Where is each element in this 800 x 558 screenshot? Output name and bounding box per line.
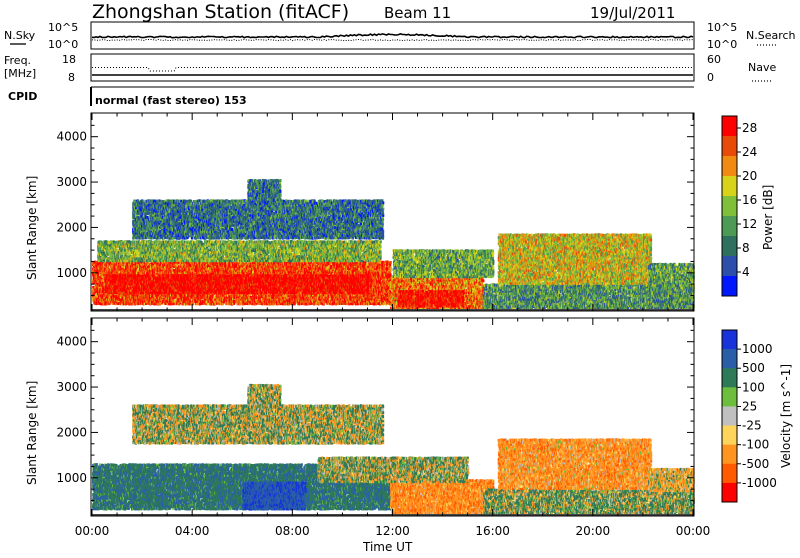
- date-label: 19/Jul/2011: [590, 4, 675, 22]
- noise-panel-frame: [91, 22, 694, 49]
- noise-tick-left-bottom: 10^0: [48, 38, 78, 51]
- nave-label: Nave: [748, 61, 776, 74]
- nsky-trace: [92, 34, 693, 38]
- nave-tick-bottom: 0: [707, 71, 714, 84]
- freq-unit-label: [MHz]: [4, 67, 36, 80]
- cpid-label: CPID: [8, 90, 37, 103]
- plot-canvas: Zhongshan Station (fitACF) Beam 11 19/Ju…: [0, 0, 800, 554]
- nsearch-trace: [92, 39, 693, 40]
- station-title: Zhongshan Station (fitACF): [92, 1, 349, 23]
- noise-tick-left-top: 10^5: [48, 21, 78, 34]
- freq-tick-bottom: 8: [68, 71, 75, 84]
- power-heatmap: [92, 179, 695, 311]
- freq-label: Freq.: [4, 54, 31, 67]
- freq-tick-top: 18: [62, 53, 76, 66]
- beam-label: Beam 11: [384, 4, 451, 22]
- nsearch-label: N.Search: [746, 29, 796, 42]
- noise-tick-right-top: 10^5: [707, 21, 737, 34]
- nsky-label: N.Sky: [4, 29, 36, 42]
- noise-tick-right-bottom: 10^0: [707, 38, 737, 51]
- nave-tick-top: 60: [707, 53, 721, 66]
- cpid-text: normal (fast stereo) 153: [95, 94, 247, 107]
- radar-summary-plot: Zhongshan Station (fitACF) Beam 11 19/Ju…: [0, 0, 800, 554]
- nave-trace: [92, 68, 693, 72]
